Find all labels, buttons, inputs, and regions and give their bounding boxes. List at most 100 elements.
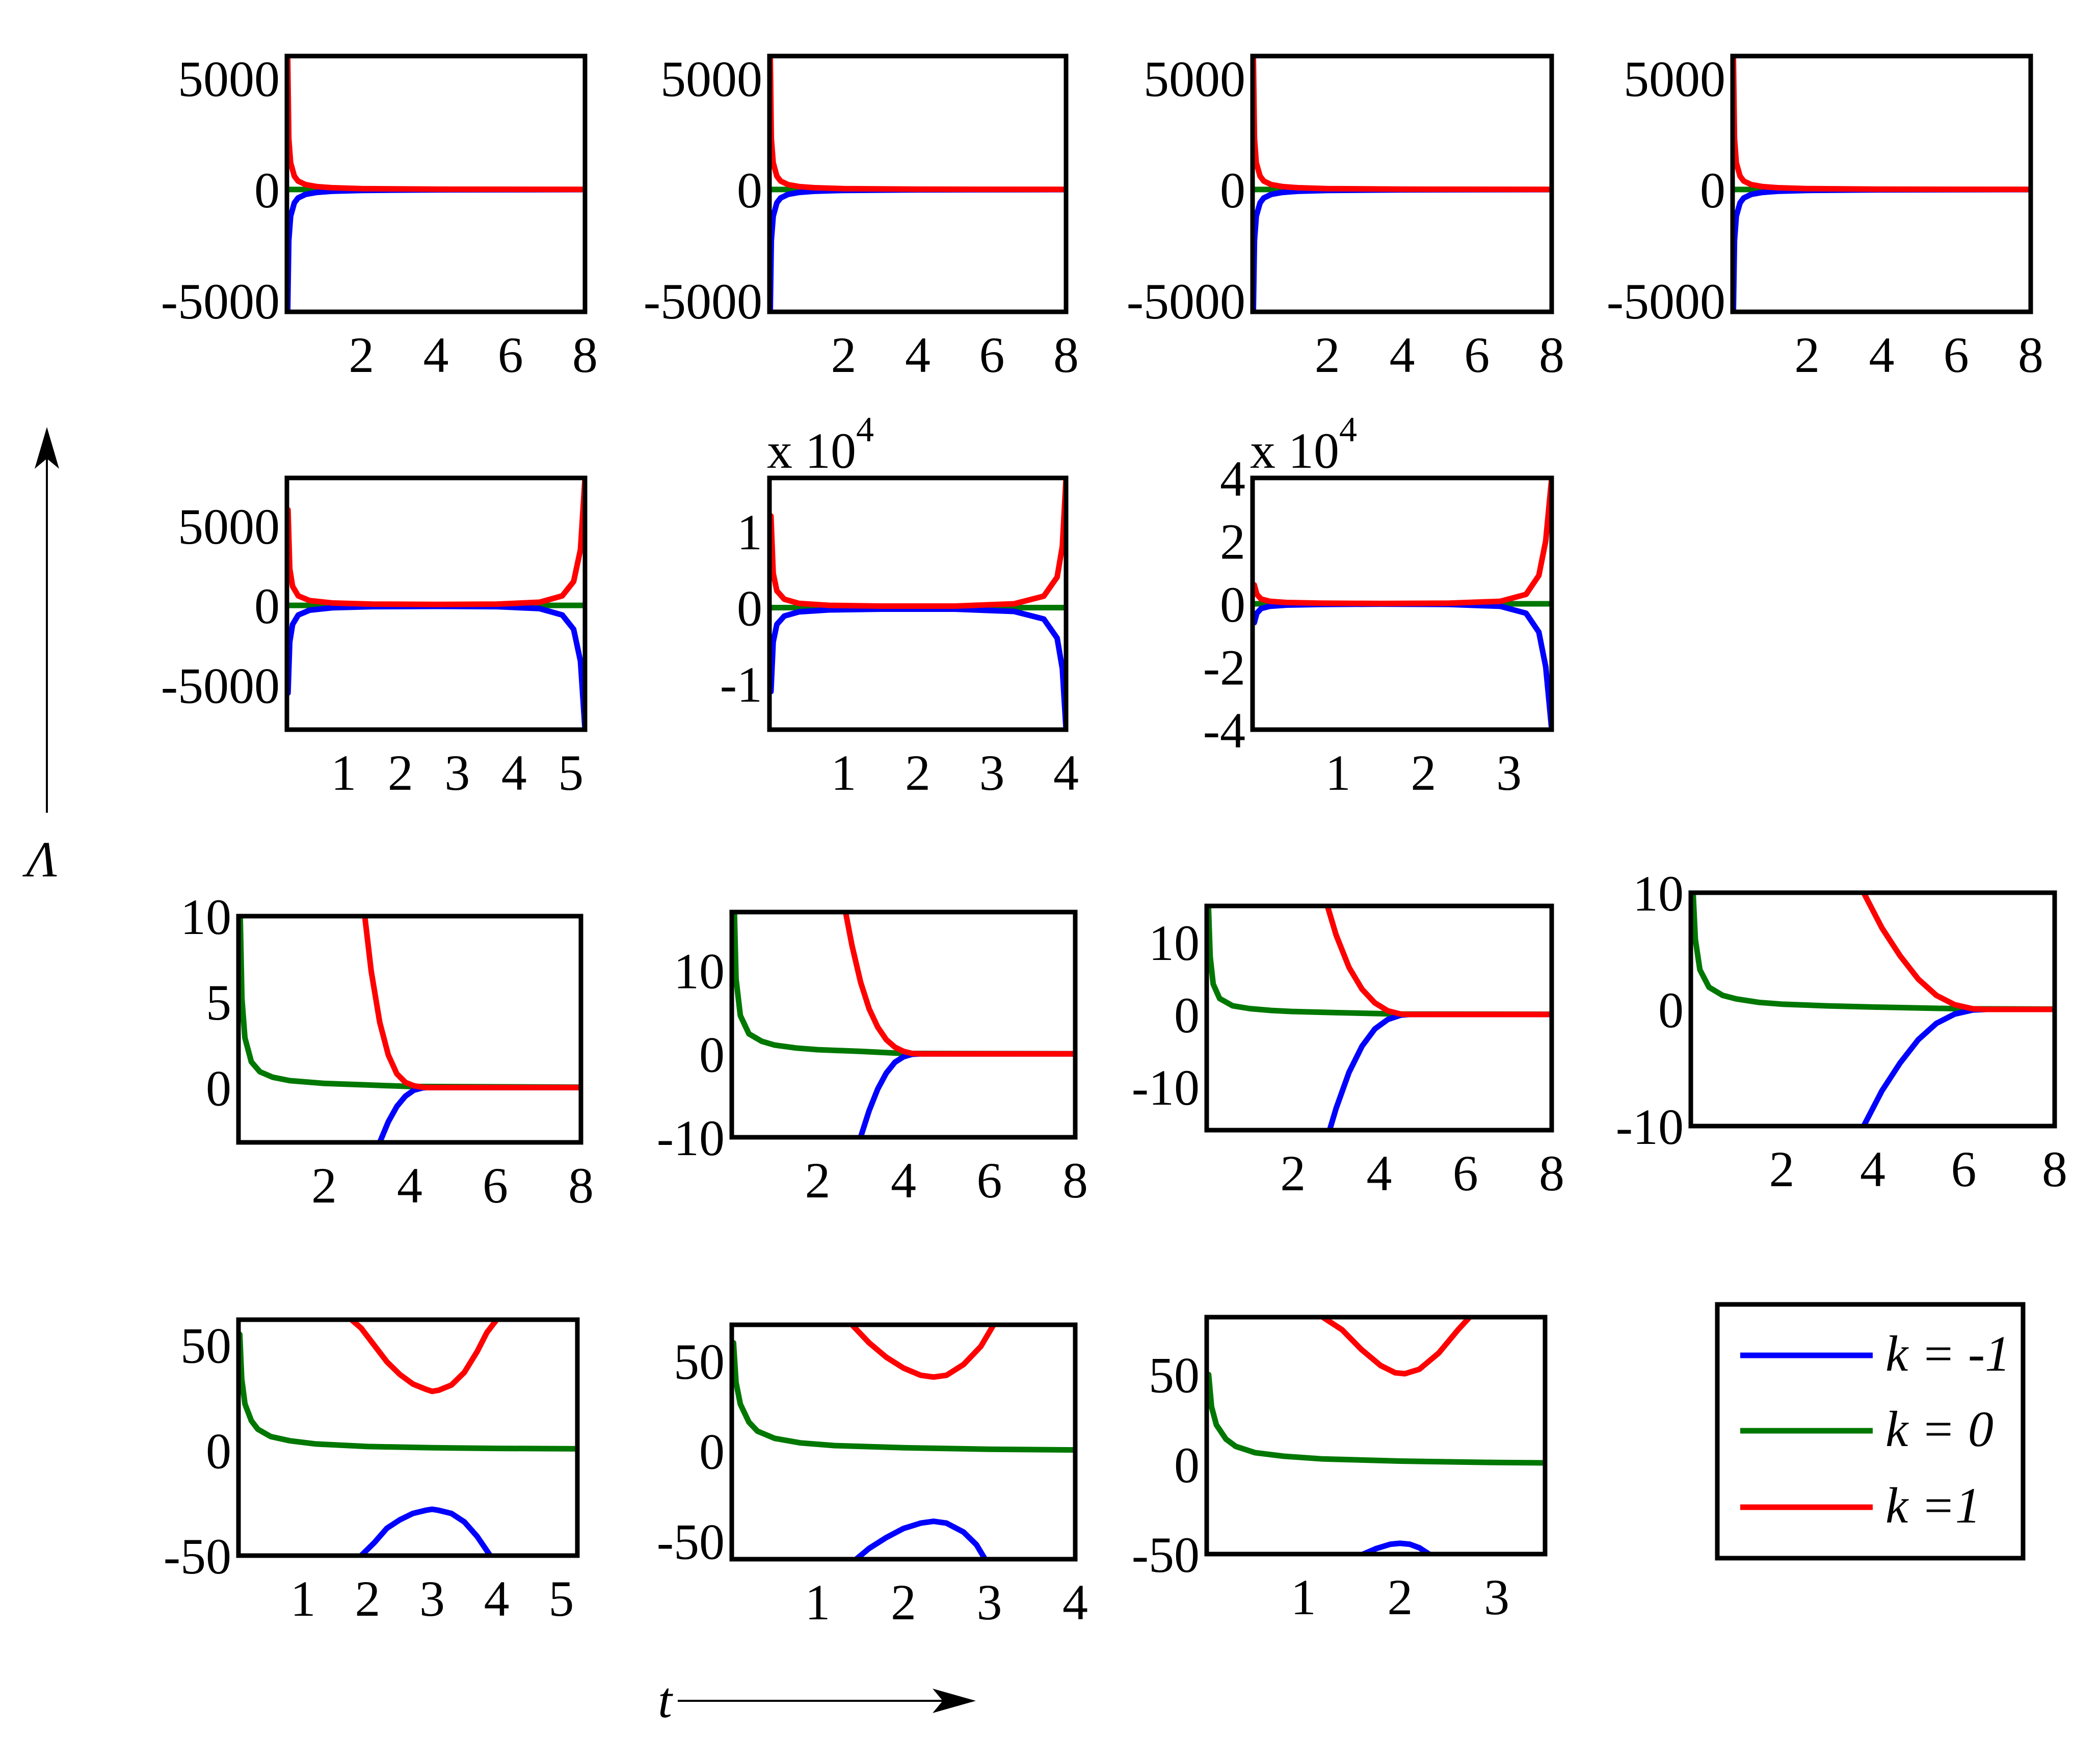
y-tick-label: 0 bbox=[1700, 162, 1725, 219]
y-axis-symbol: Λ bbox=[22, 831, 57, 888]
series-line-k-plus-1 bbox=[1733, 56, 2031, 193]
x-tick-label: 2 bbox=[1387, 1569, 1413, 1625]
series-line-k-plus-1 bbox=[287, 478, 585, 607]
series-line-k-minus-1 bbox=[377, 1084, 581, 1142]
x-tick-label: 4 bbox=[501, 744, 527, 801]
y-tick-label: 0 bbox=[254, 162, 280, 219]
series-line-k-minus-1 bbox=[287, 603, 585, 730]
series-group bbox=[287, 56, 585, 312]
x-tick-label: 8 bbox=[1539, 1145, 1564, 1201]
x-tick-label: 6 bbox=[1464, 327, 1490, 383]
series-line-k-minus-1 bbox=[1360, 1540, 1432, 1554]
x-tick-label: 3 bbox=[977, 1574, 1002, 1631]
plot-frame bbox=[284, 54, 588, 314]
y-tick-label: 0 bbox=[206, 1423, 231, 1479]
x-tick-label: 4 bbox=[905, 327, 931, 383]
y-tick-label: 5 bbox=[206, 974, 231, 1031]
x-tick-label: 2 bbox=[891, 1574, 916, 1631]
x-tick-label: 2 bbox=[905, 744, 931, 801]
plot-frame bbox=[1204, 1315, 1548, 1557]
x-tick-label: 3 bbox=[1496, 744, 1522, 801]
x-tick-label: 2 bbox=[1794, 327, 1820, 383]
x-tick-label: 3 bbox=[419, 1570, 445, 1627]
y-tick-label: 0 bbox=[737, 162, 762, 219]
subplot-r3-c4: 2 4 6 8 10 0 -10 bbox=[1616, 865, 2067, 1197]
x-tick-label: 6 bbox=[977, 1152, 1002, 1209]
y-tick-label: -2 bbox=[1203, 639, 1245, 696]
series-line-k-plus-1 bbox=[849, 1325, 997, 1380]
series-line-k-minus-1 bbox=[1253, 601, 1552, 730]
x-tick-label: 8 bbox=[2018, 327, 2043, 383]
series-group bbox=[1253, 478, 1552, 730]
series-line-k-minus-1 bbox=[858, 1051, 1075, 1137]
x-tick-label: 2 bbox=[1769, 1141, 1795, 1197]
y-tick-label: -5000 bbox=[644, 273, 762, 330]
y-tick-label: -4 bbox=[1203, 702, 1245, 759]
y-tick-label: 10 bbox=[1149, 915, 1200, 971]
y-tick-label: 0 bbox=[699, 1026, 725, 1083]
plot-frame bbox=[1204, 903, 1554, 1133]
legend-label-k-0: k = 0 bbox=[1885, 1401, 1993, 1457]
subplot-r2-c2: 1 2 3 410-1x 104 bbox=[720, 410, 1079, 801]
x-tick-label: 3 bbox=[1484, 1569, 1509, 1625]
subplot-r2-c3: 1 2 3 4 2 0 -2 -4 x 104 bbox=[1203, 410, 1554, 801]
y-exponent-label: x 104 bbox=[767, 410, 874, 479]
x-tick-label: 8 bbox=[1062, 1152, 1088, 1209]
series-line-k-minus-1 bbox=[358, 1506, 493, 1556]
legend-label-k-plus-1: k =1 bbox=[1885, 1477, 1981, 1534]
y-tick-label: 0 bbox=[737, 580, 762, 636]
series-line-k-0 bbox=[238, 1331, 577, 1452]
series-group bbox=[732, 1325, 1075, 1559]
series-line-k-minus-1 bbox=[769, 606, 1066, 730]
y-tick-label: 10 bbox=[674, 943, 725, 1000]
series-line-k-minus-1 bbox=[1253, 186, 1552, 312]
y-tick-label: -10 bbox=[657, 1110, 725, 1166]
y-tick-label: 0 bbox=[1220, 576, 1245, 633]
x-tick-label: 5 bbox=[558, 744, 583, 801]
x-tick-label: 2 bbox=[355, 1570, 380, 1627]
x-axis-arrow-head bbox=[933, 1689, 976, 1713]
y-tick-label: -1 bbox=[720, 656, 762, 713]
y-axis-arrow-head bbox=[35, 427, 59, 469]
plot-frame bbox=[729, 910, 1078, 1140]
x-axis-symbol: t bbox=[658, 1672, 673, 1728]
series-line-k-plus-1 bbox=[1860, 893, 2055, 1012]
series-line-k-0 bbox=[732, 1340, 1075, 1453]
x-tick-label: 2 bbox=[1280, 1145, 1306, 1201]
series-group bbox=[1207, 1317, 1545, 1554]
series-group bbox=[1207, 906, 1552, 1130]
series-line-k-plus-1 bbox=[349, 1320, 500, 1395]
subplot-r1-c4: 2 4 6 8 5000 0 -5000 bbox=[1607, 51, 2043, 383]
series-line-k-plus-1 bbox=[769, 56, 1066, 193]
x-tick-label: 3 bbox=[444, 744, 470, 801]
x-tick-label: 6 bbox=[498, 327, 523, 383]
plot-frame bbox=[767, 475, 1069, 732]
series-group bbox=[238, 916, 581, 1142]
series-line-k-0 bbox=[238, 916, 581, 1090]
x-tick-label: 2 bbox=[349, 327, 374, 383]
x-tick-label: 4 bbox=[1367, 1145, 1392, 1201]
plot-frame bbox=[1688, 890, 2057, 1129]
x-tick-label: 4 bbox=[1062, 1574, 1088, 1631]
y-tick-label: 5000 bbox=[1624, 51, 1725, 108]
x-tick-label: 4 bbox=[423, 327, 449, 383]
plot-frame bbox=[1730, 54, 2033, 314]
y-tick-label: 0 bbox=[206, 1060, 231, 1116]
plot-frame bbox=[284, 475, 588, 732]
series-group bbox=[238, 1320, 577, 1556]
series-line-k-0 bbox=[1207, 1372, 1545, 1466]
y-tick-label: -50 bbox=[1132, 1527, 1200, 1583]
x-tick-label: 4 bbox=[1390, 327, 1415, 383]
series-line-k-minus-1 bbox=[853, 1518, 988, 1559]
series-line-k-minus-1 bbox=[1733, 186, 2031, 312]
y-tick-label: 10 bbox=[180, 889, 231, 945]
y-tick-label: 5000 bbox=[178, 51, 280, 108]
y-tick-label: 50 bbox=[674, 1333, 725, 1390]
x-tick-label: 2 bbox=[831, 327, 857, 383]
y-tick-label: -10 bbox=[1132, 1059, 1200, 1116]
x-tick-label: 1 bbox=[290, 1570, 316, 1627]
series-group bbox=[732, 912, 1075, 1137]
x-tick-label: 8 bbox=[1053, 327, 1079, 383]
series-line-k-plus-1 bbox=[769, 478, 1066, 609]
